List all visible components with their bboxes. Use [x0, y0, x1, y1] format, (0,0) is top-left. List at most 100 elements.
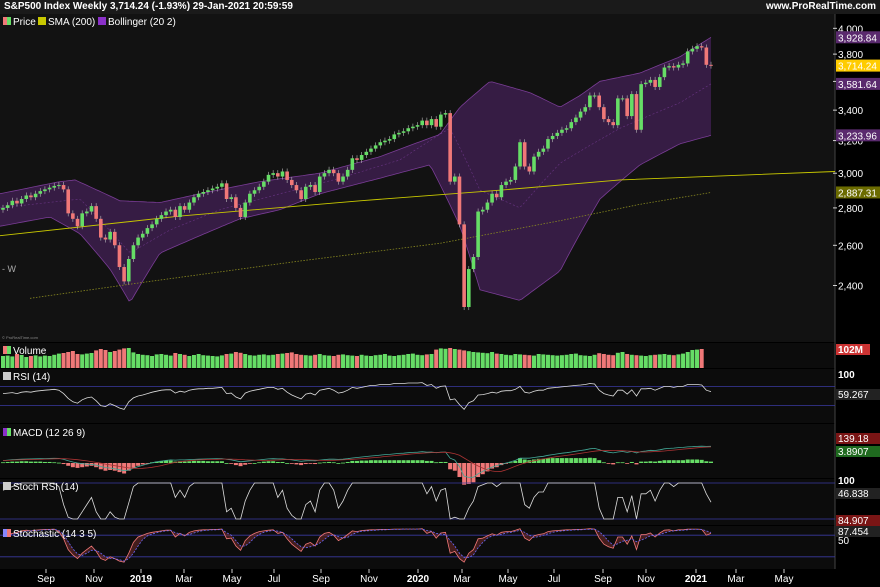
- macd-histogram-bar: [187, 461, 192, 463]
- macd-histogram-bar: [429, 460, 434, 463]
- macd-histogram-bar: [364, 460, 369, 463]
- candle-body: [536, 151, 541, 157]
- price-marker-label: 3,233.96: [838, 131, 877, 142]
- volume-bar: [294, 354, 299, 368]
- volume-bar: [583, 355, 588, 368]
- macd-histogram-bar: [681, 460, 686, 463]
- macd-histogram-bar: [597, 460, 602, 463]
- macd-histogram-bar: [671, 460, 676, 463]
- volume-bar: [122, 348, 127, 368]
- candle-body: [266, 174, 271, 182]
- candle-body: [1, 207, 5, 210]
- volume-bar: [168, 355, 173, 368]
- volume-bar: [532, 355, 536, 368]
- macd-histogram-bar: [80, 463, 85, 468]
- legend-stochrsi: Stoch RSI (14): [13, 482, 79, 493]
- macd-histogram-bar: [490, 463, 495, 469]
- volume-bar: [364, 355, 369, 368]
- volume-bar: [611, 355, 616, 368]
- x-axis-bg: [0, 570, 880, 587]
- macd-histogram-bar: [201, 460, 206, 463]
- legend-price: Price: [13, 17, 36, 28]
- candle-body: [699, 46, 704, 48]
- price-markers: 3,928.84 3,714.24 3,581.64 3,233.96 2,887.31: [836, 31, 880, 199]
- macd-histogram-bar: [108, 463, 113, 470]
- macd-histogram-bar: [466, 463, 471, 484]
- price-marker-box: [836, 31, 880, 44]
- macd-a-value: 139.18: [838, 434, 869, 445]
- macd-histogram-bar: [75, 463, 80, 468]
- macd-histogram-bar: [33, 461, 38, 463]
- candle-body: [196, 193, 201, 198]
- x-tick-label: Sep: [594, 574, 612, 585]
- bollinger-upper: [0, 37, 712, 203]
- candle-body: [33, 193, 38, 198]
- volume-bar: [140, 354, 145, 368]
- macd-histogram-bar: [583, 458, 588, 463]
- srsi-top-label: 100: [838, 476, 855, 487]
- macd-histogram-bar: [112, 463, 117, 471]
- macd-histogram-bar: [140, 463, 145, 465]
- candle-body: [508, 179, 513, 182]
- macd-histogram-bar: [359, 460, 364, 463]
- macd-histogram-bar: [215, 461, 220, 463]
- macd-histogram-bar: [145, 463, 150, 464]
- candle-body: [252, 190, 257, 194]
- candle-body: [308, 185, 313, 187]
- chart[interactable]: 2,4002,6002,8003,0003,2003,4003,6003,800…: [0, 14, 880, 587]
- stoch-k-line: [2, 528, 712, 563]
- macd-histogram-bar: [355, 460, 359, 463]
- candle-body: [560, 129, 564, 133]
- candle-body: [271, 173, 275, 175]
- candle-body: [630, 94, 634, 117]
- x-axis: Sep Nov 2019 Mar May Jul Sep Nov 2020 Mar May Jul Se…: [0, 569, 880, 587]
- macd-histogram-bar: [704, 461, 709, 463]
- volume-bar: [545, 354, 550, 368]
- macd-histogram-bar: [294, 463, 299, 465]
- x-tick-label: May: [223, 574, 242, 585]
- volume-bar: [368, 356, 373, 368]
- candle-body: [66, 189, 71, 214]
- macd-histogram-bar: [378, 460, 383, 463]
- macd-line: [2, 445, 712, 478]
- volume-bar: [164, 354, 169, 368]
- volume-bar: [150, 356, 155, 368]
- candle-body: [168, 209, 173, 212]
- macd-histogram-bar: [56, 462, 61, 464]
- candle-body: [145, 228, 150, 234]
- macd-histogram-bar: [19, 461, 24, 463]
- candle-body: [709, 64, 713, 66]
- volume-bar: [382, 354, 387, 368]
- volume-bar: [373, 355, 378, 368]
- macd-signal-line: [2, 446, 712, 473]
- volume-bar: [5, 355, 10, 368]
- macd-histogram-bar: [84, 463, 89, 467]
- volume-bar: [629, 354, 634, 368]
- sma-dotted-line: [29, 192, 712, 299]
- volume-bar: [653, 354, 658, 368]
- x-tick-label: Mar: [453, 574, 471, 585]
- volume-bar: [24, 357, 29, 368]
- site-link[interactable]: www.ProRealTime.com: [765, 1, 876, 12]
- volume-bar: [401, 354, 406, 368]
- candle-body: [52, 185, 57, 188]
- candle-body: [136, 237, 140, 246]
- candle-body: [117, 245, 122, 268]
- volume-bar: [257, 354, 262, 368]
- macd-histogram-bar: [387, 460, 392, 463]
- macd-histogram-bar: [117, 463, 122, 473]
- volume-bar: [331, 356, 336, 368]
- volume-bar: [112, 351, 117, 368]
- volume-bar: [233, 352, 238, 368]
- macd-histogram-bar: [178, 461, 182, 463]
- volume-bar: [261, 354, 266, 368]
- srsi-value: 46.838: [838, 489, 869, 500]
- candle-body: [504, 181, 508, 186]
- candle-body: [555, 132, 560, 136]
- volume-bar: [14, 354, 19, 368]
- candle-body: [602, 107, 606, 120]
- volume-bar: [327, 355, 332, 368]
- rsi-line: [0, 382, 835, 411]
- macd-histogram-bar: [229, 463, 234, 464]
- volume-bar: [187, 356, 192, 368]
